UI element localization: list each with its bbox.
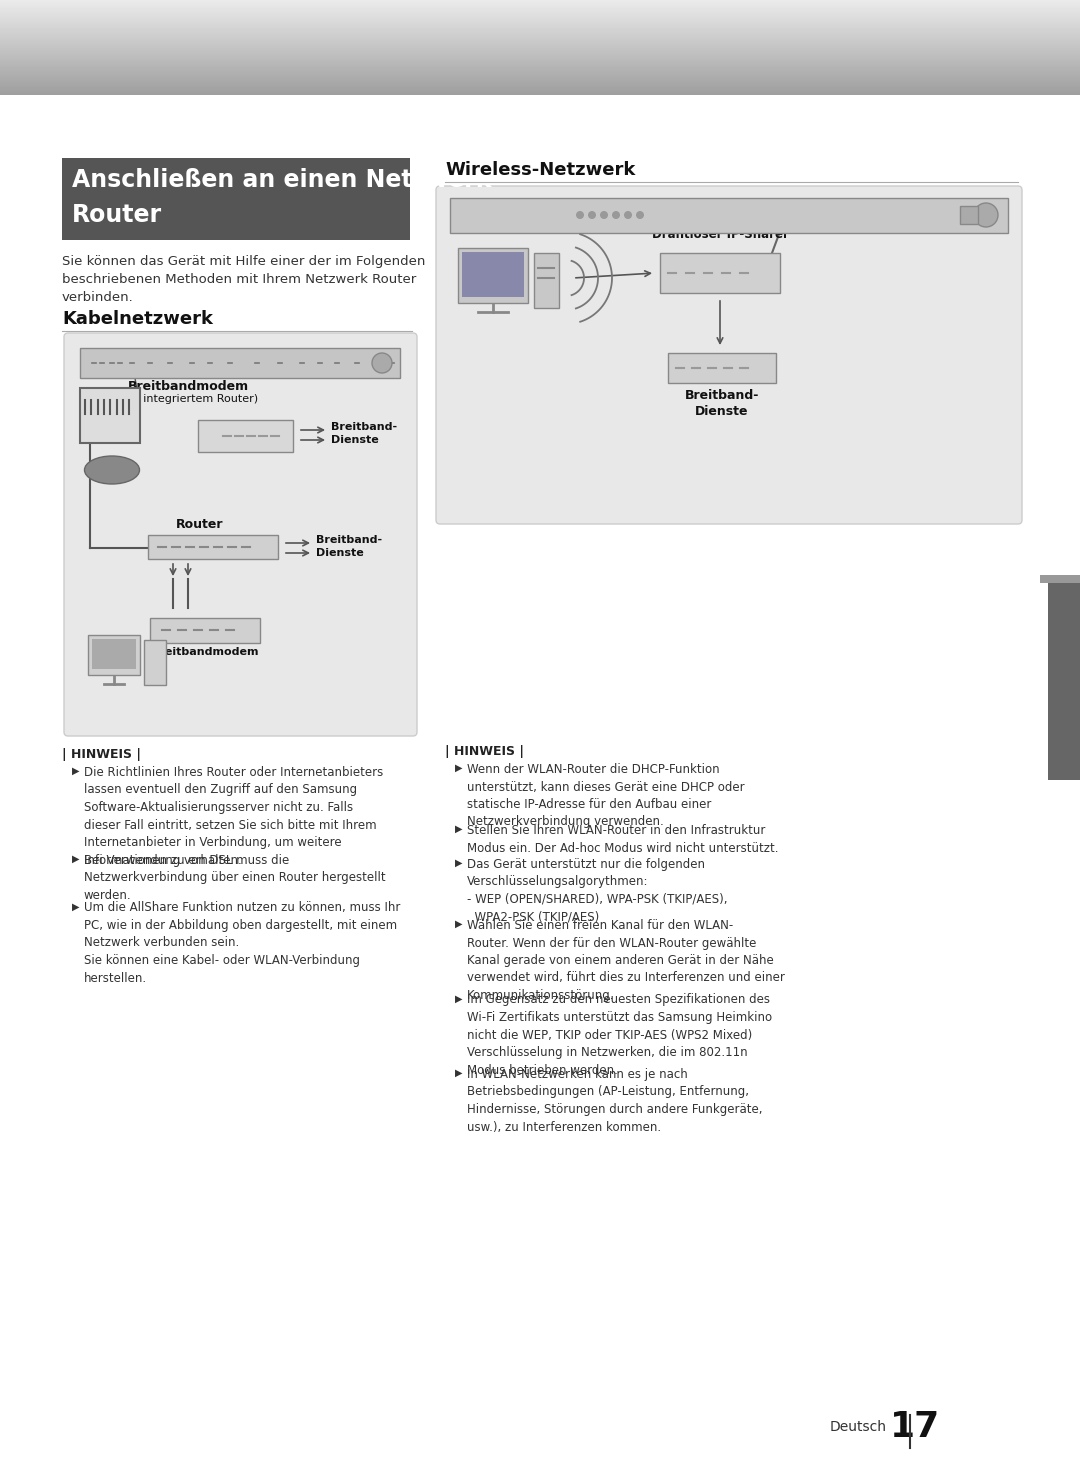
Text: Breitbandmodem: Breitbandmodem: [127, 380, 248, 393]
Circle shape: [612, 211, 620, 219]
Circle shape: [624, 211, 632, 219]
Circle shape: [974, 203, 998, 226]
Bar: [87, 634, 140, 674]
Text: Breitband-
Dienste: Breitband- Dienste: [685, 389, 759, 419]
Bar: [80, 348, 400, 379]
Text: Breitband-
Dienste: Breitband- Dienste: [316, 535, 382, 558]
Ellipse shape: [84, 456, 139, 484]
Text: Sie können das Gerät mit Hilfe einer der im Folgenden
beschriebenen Methoden mit: Sie können das Gerät mit Hilfe einer der…: [62, 254, 426, 305]
Bar: [80, 387, 140, 444]
Circle shape: [588, 211, 596, 219]
Text: Deutsch: Deutsch: [831, 1420, 887, 1435]
Text: ▶: ▶: [72, 902, 80, 911]
Bar: [1048, 580, 1080, 779]
Text: Die Richtlinien Ihres Router oder Internetanbieters
lassen eventuell den Zugriff: Die Richtlinien Ihres Router oder Intern…: [84, 766, 383, 867]
Text: SAMSUNG: SAMSUNG: [460, 206, 515, 216]
Bar: [148, 535, 278, 559]
Text: Das Gerät unterstützt nur die folgenden
Verschlüsselungsalgorythmen:
- WEP (OPEN: Das Gerät unterstützt nur die folgenden …: [467, 858, 728, 923]
Text: Anschlüsse: Anschlüsse: [1054, 599, 1064, 661]
Text: ▶: ▶: [455, 824, 462, 834]
Text: Anschließen an einen Netzwerk: Anschließen an einen Netzwerk: [72, 169, 491, 192]
Bar: [660, 253, 780, 293]
Circle shape: [372, 353, 392, 373]
Text: ▶: ▶: [455, 858, 462, 868]
Bar: [960, 206, 978, 223]
Text: Breitbandmodem: Breitbandmodem: [151, 646, 259, 657]
Text: (mit integriertem Router): (mit integriertem Router): [118, 393, 258, 404]
Circle shape: [636, 211, 644, 219]
Bar: [458, 248, 528, 303]
Text: Drahtloser IP-Sharer: Drahtloser IP-Sharer: [651, 228, 788, 241]
Text: Wählen Sie einen freien Kanal für den WLAN-
Router. Wenn der für den WLAN-Router: Wählen Sie einen freien Kanal für den WL…: [467, 918, 785, 1001]
FancyBboxPatch shape: [64, 333, 417, 737]
Text: ▶: ▶: [455, 918, 462, 929]
Bar: [534, 253, 559, 308]
Text: ▶: ▶: [72, 766, 80, 776]
Text: 03: 03: [1051, 587, 1064, 603]
Circle shape: [576, 211, 584, 219]
Text: Breitband-
Dienste: Breitband- Dienste: [330, 422, 397, 445]
Text: Wireless-Netzwerk: Wireless-Netzwerk: [445, 161, 635, 179]
Text: ▶: ▶: [455, 1068, 462, 1078]
Text: In WLAN-Netzwerken kann es je nach
Betriebsbedingungen (AP-Leistung, Entfernung,: In WLAN-Netzwerken kann es je nach Betri…: [467, 1068, 762, 1133]
FancyBboxPatch shape: [436, 186, 1022, 524]
Text: ▶: ▶: [72, 853, 80, 864]
Bar: [462, 251, 524, 297]
Text: Router: Router: [72, 203, 162, 226]
Text: ▶: ▶: [455, 763, 462, 774]
Bar: [1040, 575, 1080, 583]
Bar: [669, 353, 777, 383]
Circle shape: [600, 211, 608, 219]
Text: Im Gegensatz zu den neuesten Spezifikationen des
Wi-Fi Zertifikats unterstützt d: Im Gegensatz zu den neuesten Spezifikati…: [467, 994, 772, 1077]
Text: Kabelnetzwerk: Kabelnetzwerk: [62, 311, 213, 328]
Text: Router: Router: [176, 518, 224, 531]
Text: Stellen Sie Ihren WLAN-Router in den Infrastruktur
Modus ein. Der Ad-hoc Modus w: Stellen Sie Ihren WLAN-Router in den Inf…: [467, 824, 779, 855]
Bar: [62, 158, 410, 240]
Bar: [450, 198, 1008, 234]
Text: Wenn der WLAN-Router die DHCP-Funktion
unterstützt, kann dieses Gerät eine DHCP : Wenn der WLAN-Router die DHCP-Funktion u…: [467, 763, 744, 828]
Bar: [198, 420, 293, 453]
Text: | HINWEIS |: | HINWEIS |: [445, 745, 524, 759]
Text: Um die AllShare Funktion nutzen zu können, muss Ihr
PC, wie in der Abbildung obe: Um die AllShare Funktion nutzen zu könne…: [84, 902, 401, 985]
Text: Oder: Oder: [95, 463, 130, 476]
Text: | HINWEIS |: | HINWEIS |: [62, 748, 141, 762]
Text: Bei Verwendung von DSL muss die
Netzwerkverbindung über einen Router hergestellt: Bei Verwendung von DSL muss die Netzwerk…: [84, 853, 386, 902]
Bar: [144, 640, 166, 685]
Text: 17: 17: [890, 1409, 941, 1444]
Bar: [150, 618, 260, 643]
Bar: [92, 639, 136, 669]
Text: ▶: ▶: [455, 994, 462, 1003]
